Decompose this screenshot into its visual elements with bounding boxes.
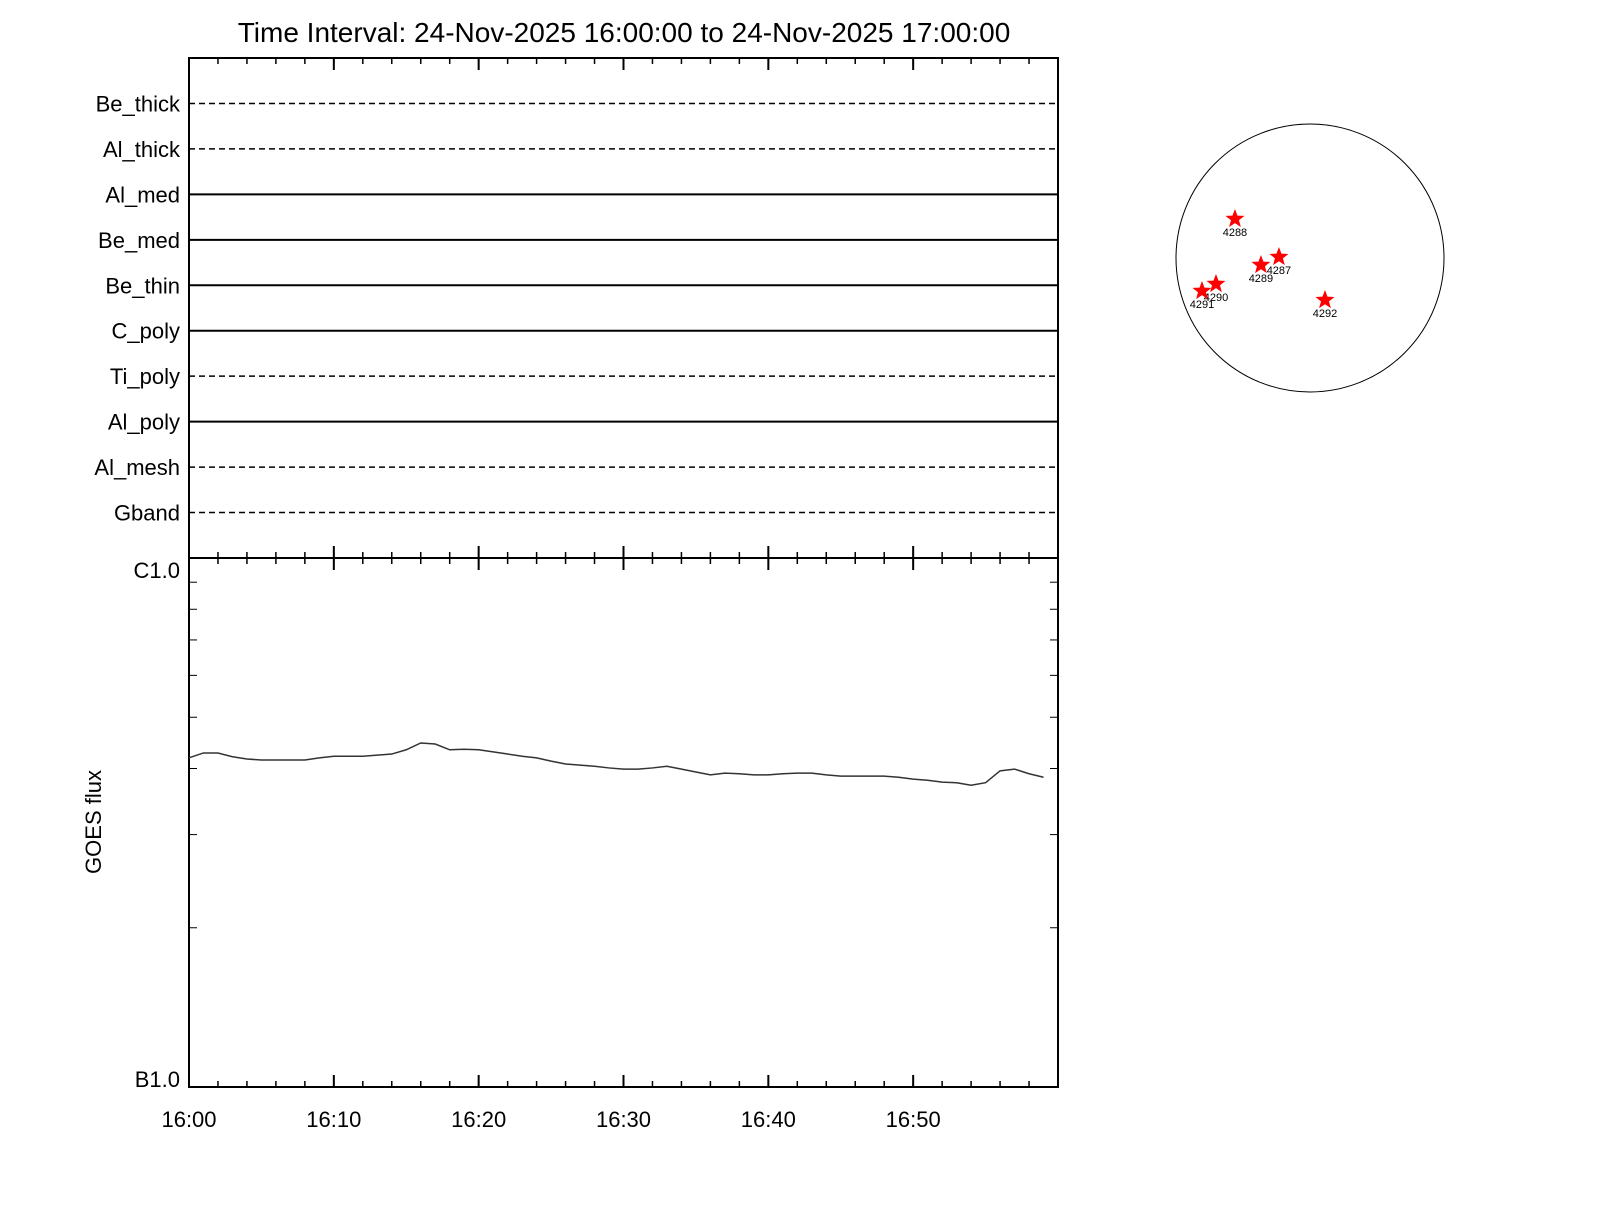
x-tick-label: 16:30	[596, 1107, 651, 1132]
active-region-label: 4287	[1267, 265, 1291, 277]
active-region-label: 4290	[1204, 292, 1228, 304]
active-region-marker	[1206, 273, 1226, 293]
row-label: Be_thick	[96, 91, 181, 116]
y-tick-label: C1.0	[134, 558, 180, 583]
active-region-marker	[1225, 208, 1245, 228]
x-tick-label: 16:10	[306, 1107, 361, 1132]
row-label: Be_thin	[105, 273, 180, 298]
active-region-label: 4291	[1190, 299, 1214, 311]
row-label: Gband	[114, 501, 180, 526]
goes-panel-frame	[188, 557, 1059, 1088]
top-panel-frame	[188, 57, 1059, 559]
active-region-marker	[1251, 255, 1271, 274]
active-region-label: 4289	[1249, 273, 1273, 285]
active-region-marker	[1192, 280, 1212, 300]
row-label: Al_thick	[103, 137, 181, 162]
row-label: Al_mesh	[94, 455, 180, 480]
active-region-label: 4288	[1223, 227, 1247, 239]
x-tick-label: 16:50	[886, 1107, 941, 1132]
row-label: Be_med	[98, 228, 180, 253]
row-label: Ti_poly	[110, 364, 180, 389]
row-label: Al_poly	[108, 410, 180, 435]
x-tick-label: 16:00	[161, 1107, 216, 1132]
chart-title: Time Interval: 24-Nov-2025 16:00:00 to 2…	[238, 17, 1011, 48]
solar-disk	[1175, 123, 1445, 393]
x-tick-label: 16:40	[741, 1107, 796, 1132]
y-axis-label: GOES flux	[81, 770, 106, 874]
goes-flux-line	[188, 742, 1044, 786]
row-label: C_poly	[112, 319, 180, 344]
row-label: Al_med	[105, 182, 180, 207]
x-tick-label: 16:20	[451, 1107, 506, 1132]
active-region-label: 4292	[1313, 308, 1337, 320]
active-region-marker	[1315, 290, 1335, 309]
active-region-marker	[1269, 247, 1289, 266]
y-tick-label: B1.0	[135, 1067, 180, 1092]
